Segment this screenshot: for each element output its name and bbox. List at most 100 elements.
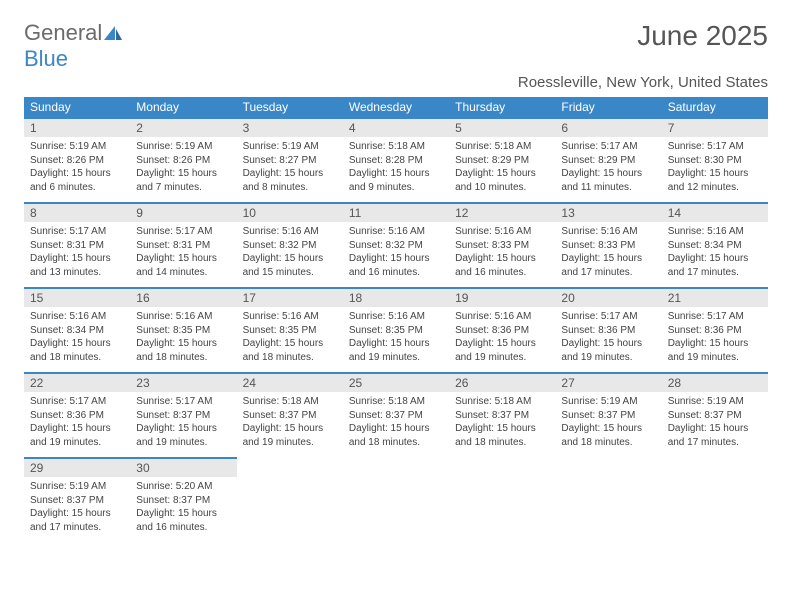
daylight-line: Daylight: 15 hours and 10 minutes. <box>455 167 549 194</box>
sunrise-line: Sunrise: 5:17 AM <box>136 225 230 239</box>
sunrise-line: Sunrise: 5:18 AM <box>349 140 443 154</box>
daylight-line: Daylight: 15 hours and 17 minutes. <box>561 252 655 279</box>
daylight-line: Daylight: 15 hours and 19 minutes. <box>561 337 655 364</box>
calendar-cell: 2Sunrise: 5:19 AMSunset: 8:26 PMDaylight… <box>130 117 236 202</box>
daylight-line: Daylight: 15 hours and 18 minutes. <box>243 337 337 364</box>
day-number: 10 <box>237 202 343 222</box>
daylight-line: Daylight: 15 hours and 15 minutes. <box>243 252 337 279</box>
day-number: 28 <box>662 372 768 392</box>
day-body: Sunrise: 5:16 AMSunset: 8:35 PMDaylight:… <box>343 307 449 372</box>
calendar-cell: 16Sunrise: 5:16 AMSunset: 8:35 PMDayligh… <box>130 287 236 372</box>
sunrise-line: Sunrise: 5:18 AM <box>455 140 549 154</box>
day-body: Sunrise: 5:18 AMSunset: 8:37 PMDaylight:… <box>343 392 449 457</box>
calendar-cell: 24Sunrise: 5:18 AMSunset: 8:37 PMDayligh… <box>237 372 343 457</box>
day-body: Sunrise: 5:19 AMSunset: 8:37 PMDaylight:… <box>24 477 130 542</box>
day-number: 1 <box>24 117 130 137</box>
day-number: 15 <box>24 287 130 307</box>
calendar-cell: 29Sunrise: 5:19 AMSunset: 8:37 PMDayligh… <box>24 457 130 542</box>
day-number: 6 <box>555 117 661 137</box>
sunset-line: Sunset: 8:37 PM <box>349 409 443 423</box>
sunset-line: Sunset: 8:29 PM <box>561 154 655 168</box>
daylight-line: Daylight: 15 hours and 8 minutes. <box>243 167 337 194</box>
sunset-line: Sunset: 8:26 PM <box>30 154 124 168</box>
daylight-line: Daylight: 15 hours and 18 minutes. <box>349 422 443 449</box>
weekday-header: Wednesday <box>343 97 449 117</box>
calendar-cell: 12Sunrise: 5:16 AMSunset: 8:33 PMDayligh… <box>449 202 555 287</box>
sunrise-line: Sunrise: 5:19 AM <box>668 395 762 409</box>
daylight-line: Daylight: 15 hours and 11 minutes. <box>561 167 655 194</box>
sunset-line: Sunset: 8:30 PM <box>668 154 762 168</box>
daylight-line: Daylight: 15 hours and 18 minutes. <box>561 422 655 449</box>
daylight-line: Daylight: 15 hours and 17 minutes. <box>668 422 762 449</box>
calendar-cell: 18Sunrise: 5:16 AMSunset: 8:35 PMDayligh… <box>343 287 449 372</box>
sunset-line: Sunset: 8:36 PM <box>455 324 549 338</box>
sunset-line: Sunset: 8:29 PM <box>455 154 549 168</box>
daylight-line: Daylight: 15 hours and 18 minutes. <box>30 337 124 364</box>
daylight-line: Daylight: 15 hours and 19 minutes. <box>668 337 762 364</box>
weekday-header: Monday <box>130 97 236 117</box>
day-body: Sunrise: 5:19 AMSunset: 8:27 PMDaylight:… <box>237 137 343 202</box>
page-title: June 2025 <box>637 20 768 52</box>
day-body: Sunrise: 5:19 AMSunset: 8:37 PMDaylight:… <box>662 392 768 457</box>
daylight-line: Daylight: 15 hours and 17 minutes. <box>668 252 762 279</box>
daylight-line: Daylight: 15 hours and 18 minutes. <box>136 337 230 364</box>
day-body: Sunrise: 5:17 AMSunset: 8:30 PMDaylight:… <box>662 137 768 202</box>
day-body: Sunrise: 5:17 AMSunset: 8:36 PMDaylight:… <box>662 307 768 372</box>
brand-logo: General Blue <box>24 20 124 72</box>
sunset-line: Sunset: 8:32 PM <box>243 239 337 253</box>
day-number: 24 <box>237 372 343 392</box>
calendar-cell: 4Sunrise: 5:18 AMSunset: 8:28 PMDaylight… <box>343 117 449 202</box>
calendar-cell: 11Sunrise: 5:16 AMSunset: 8:32 PMDayligh… <box>343 202 449 287</box>
sunset-line: Sunset: 8:31 PM <box>30 239 124 253</box>
sunset-line: Sunset: 8:36 PM <box>30 409 124 423</box>
daylight-line: Daylight: 15 hours and 6 minutes. <box>30 167 124 194</box>
sunrise-line: Sunrise: 5:17 AM <box>561 140 655 154</box>
day-body: Sunrise: 5:16 AMSunset: 8:33 PMDaylight:… <box>449 222 555 287</box>
weekday-header: Friday <box>555 97 661 117</box>
daylight-line: Daylight: 15 hours and 19 minutes. <box>30 422 124 449</box>
day-body: Sunrise: 5:19 AMSunset: 8:26 PMDaylight:… <box>24 137 130 202</box>
day-number: 8 <box>24 202 130 222</box>
sunrise-line: Sunrise: 5:18 AM <box>455 395 549 409</box>
calendar-cell: 10Sunrise: 5:16 AMSunset: 8:32 PMDayligh… <box>237 202 343 287</box>
weekday-header: Thursday <box>449 97 555 117</box>
day-number: 20 <box>555 287 661 307</box>
sunset-line: Sunset: 8:33 PM <box>455 239 549 253</box>
day-body: Sunrise: 5:18 AMSunset: 8:37 PMDaylight:… <box>237 392 343 457</box>
day-body: Sunrise: 5:16 AMSunset: 8:32 PMDaylight:… <box>343 222 449 287</box>
calendar-cell: 23Sunrise: 5:17 AMSunset: 8:37 PMDayligh… <box>130 372 236 457</box>
sunset-line: Sunset: 8:36 PM <box>668 324 762 338</box>
calendar-cell <box>237 457 343 542</box>
sail-icon <box>102 24 124 42</box>
day-number: 5 <box>449 117 555 137</box>
location-subtitle: Roessleville, New York, United States <box>24 74 768 91</box>
daylight-line: Daylight: 15 hours and 12 minutes. <box>668 167 762 194</box>
sunrise-line: Sunrise: 5:17 AM <box>136 395 230 409</box>
weekday-header: Tuesday <box>237 97 343 117</box>
sunrise-line: Sunrise: 5:16 AM <box>455 225 549 239</box>
day-number: 14 <box>662 202 768 222</box>
day-body: Sunrise: 5:18 AMSunset: 8:29 PMDaylight:… <box>449 137 555 202</box>
sunrise-line: Sunrise: 5:17 AM <box>668 310 762 324</box>
day-number: 9 <box>130 202 236 222</box>
weekday-header: Saturday <box>662 97 768 117</box>
daylight-line: Daylight: 15 hours and 14 minutes. <box>136 252 230 279</box>
sunset-line: Sunset: 8:37 PM <box>455 409 549 423</box>
day-number: 4 <box>343 117 449 137</box>
day-body: Sunrise: 5:17 AMSunset: 8:36 PMDaylight:… <box>24 392 130 457</box>
day-number: 29 <box>24 457 130 477</box>
sunrise-line: Sunrise: 5:19 AM <box>243 140 337 154</box>
day-number: 13 <box>555 202 661 222</box>
sunset-line: Sunset: 8:36 PM <box>561 324 655 338</box>
day-body: Sunrise: 5:19 AMSunset: 8:26 PMDaylight:… <box>130 137 236 202</box>
sunrise-line: Sunrise: 5:16 AM <box>455 310 549 324</box>
sunset-line: Sunset: 8:27 PM <box>243 154 337 168</box>
day-number: 21 <box>662 287 768 307</box>
sunset-line: Sunset: 8:37 PM <box>136 494 230 508</box>
daylight-line: Daylight: 15 hours and 19 minutes. <box>136 422 230 449</box>
brand-part1: General <box>24 20 102 45</box>
sunset-line: Sunset: 8:34 PM <box>30 324 124 338</box>
daylight-line: Daylight: 15 hours and 19 minutes. <box>349 337 443 364</box>
day-number: 17 <box>237 287 343 307</box>
sunrise-line: Sunrise: 5:17 AM <box>561 310 655 324</box>
